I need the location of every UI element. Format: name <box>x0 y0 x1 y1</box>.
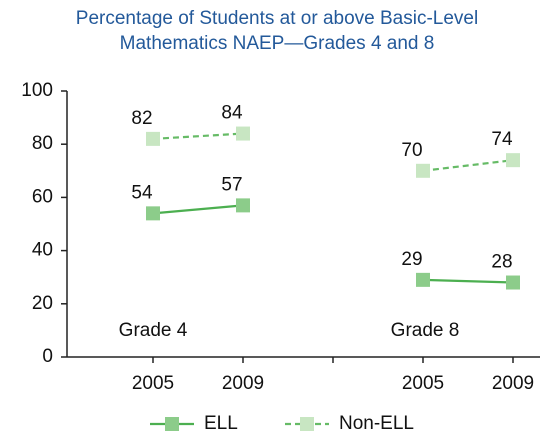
point-marker <box>416 272 430 287</box>
group-label: Grade 8 <box>391 320 460 341</box>
x-tick-label: 2005 <box>402 373 444 394</box>
series-line <box>152 204 514 284</box>
data-label: 54 <box>131 182 153 203</box>
legend-label: ELL <box>204 413 238 434</box>
y-tick-label: 100 <box>21 80 53 101</box>
point-marker <box>146 131 160 146</box>
point-marker <box>506 275 520 290</box>
point-marker <box>506 153 520 168</box>
data-label: 84 <box>221 103 243 124</box>
series-line <box>152 132 514 172</box>
group-label: Grade 4 <box>119 320 188 341</box>
point-marker <box>146 206 160 221</box>
legend-marker <box>165 417 179 431</box>
chart-title: Percentage of Students at or above Basic… <box>75 8 479 54</box>
data-label: 29 <box>401 249 422 270</box>
y-tick-label: 80 <box>32 133 53 154</box>
x-tick-label: 2009 <box>222 373 264 394</box>
data-label: 70 <box>401 140 422 161</box>
point-marker <box>236 126 250 141</box>
data-label: 28 <box>491 252 512 273</box>
point-marker <box>416 163 430 178</box>
x-tick-label: 2005 <box>132 373 174 394</box>
legend-marker <box>300 417 314 431</box>
data-label: 74 <box>491 129 513 150</box>
legend-label: Non-ELL <box>339 413 414 434</box>
y-tick-label: 40 <box>32 240 53 261</box>
y-tick-label: 0 <box>42 346 53 367</box>
point-marker <box>236 198 250 213</box>
data-label: 57 <box>221 174 242 195</box>
x-tick-label: 2009 <box>492 373 534 394</box>
y-tick-label: 20 <box>32 293 53 314</box>
data-label: 82 <box>131 108 152 129</box>
y-tick-label: 60 <box>32 186 53 207</box>
